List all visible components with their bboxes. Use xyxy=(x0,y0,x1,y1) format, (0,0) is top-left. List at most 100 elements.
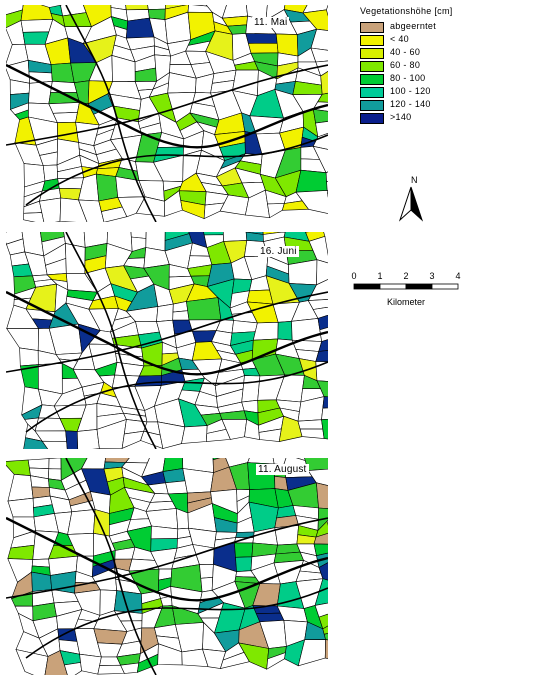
map-panel-juni: 16. Juni xyxy=(6,232,328,449)
parcel xyxy=(93,509,110,537)
legend-label: abgeerntet xyxy=(390,21,437,31)
parcel xyxy=(28,80,53,105)
parcel xyxy=(315,60,328,77)
parcel xyxy=(241,375,261,403)
parcel xyxy=(317,92,328,103)
legend-item-60-80: 60 - 80 xyxy=(360,60,530,72)
parcel xyxy=(322,396,328,409)
legend-item-gt140: >140 xyxy=(360,112,530,124)
parcel xyxy=(20,18,54,33)
parcel xyxy=(326,181,328,192)
legend-title: Vegetationshöhe [cm] xyxy=(360,6,453,16)
parcel xyxy=(231,320,258,334)
parcel xyxy=(310,47,328,63)
parcel xyxy=(313,532,328,545)
parcel xyxy=(65,430,79,449)
parcel xyxy=(76,429,100,449)
parcel xyxy=(308,236,328,264)
parcel xyxy=(302,9,328,31)
parcel xyxy=(317,314,328,331)
legend-swatch xyxy=(360,74,384,85)
parcel xyxy=(325,171,328,182)
parcel xyxy=(315,350,328,363)
scale-tick-4: 4 xyxy=(455,271,460,281)
parcel xyxy=(316,380,328,398)
parcel xyxy=(321,407,328,421)
scale-tick-3: 3 xyxy=(429,271,434,281)
parcel xyxy=(52,111,78,124)
parcel xyxy=(97,664,125,675)
legend-label: 60 - 80 xyxy=(390,60,421,70)
scale-tick-2: 2 xyxy=(403,271,408,281)
road xyxy=(65,5,157,222)
parcel xyxy=(297,419,324,430)
parcel xyxy=(318,562,328,581)
scale-tick-1: 1 xyxy=(377,271,382,281)
panel-title-juni: 16. Juni xyxy=(258,246,299,257)
parcel xyxy=(307,468,328,486)
scale-bar-segments xyxy=(353,283,459,290)
parcel xyxy=(307,299,328,310)
road xyxy=(6,290,328,376)
scale-tick-0: 0 xyxy=(351,271,356,281)
parcel xyxy=(27,458,50,470)
road-layer xyxy=(6,5,328,222)
parcel xyxy=(277,320,293,341)
parcel xyxy=(319,327,328,342)
legend-label: < 40 xyxy=(390,34,409,44)
parcel xyxy=(59,197,88,222)
legend-item-lt40: < 40 xyxy=(360,34,530,46)
legend-item-80-100: 80 - 100 xyxy=(360,73,530,85)
parcel xyxy=(199,563,214,579)
road xyxy=(6,516,328,602)
legend-label: 80 - 100 xyxy=(390,73,426,83)
parcel xyxy=(23,437,49,449)
north-arrow: N xyxy=(394,174,434,226)
parcel xyxy=(48,458,62,470)
parcel xyxy=(324,639,328,659)
parcel xyxy=(48,102,80,114)
legend-swatch xyxy=(360,100,384,111)
map-panel-mai: 11. Mai xyxy=(6,5,328,222)
legend-swatch xyxy=(360,113,384,124)
parcel xyxy=(15,649,49,675)
parcel xyxy=(156,303,174,323)
parcel xyxy=(19,347,39,367)
parcel xyxy=(313,543,328,557)
parcel xyxy=(304,458,328,471)
map-svg-august xyxy=(6,458,328,675)
legend-swatch xyxy=(360,48,384,59)
legend-item-120-140: 120 - 140 xyxy=(360,99,530,111)
parcel xyxy=(314,578,328,606)
legend-label: 40 - 60 xyxy=(390,47,421,57)
legend: Vegetationshöhe [cm] abgeerntet < 40 40 … xyxy=(356,4,538,134)
parcel xyxy=(248,42,279,54)
parcel xyxy=(252,321,279,341)
parcel xyxy=(321,418,328,440)
legend-swatch xyxy=(360,22,384,33)
parcel xyxy=(245,33,278,44)
parcel xyxy=(235,556,253,573)
parcel xyxy=(315,520,328,538)
legend-swatch xyxy=(360,35,384,46)
parcel xyxy=(318,339,328,352)
road xyxy=(25,587,328,659)
road xyxy=(6,291,328,373)
parcel xyxy=(316,482,328,509)
parcel xyxy=(41,440,68,449)
legend-label: >140 xyxy=(390,112,412,122)
legend-swatch xyxy=(360,61,384,72)
parcel-layer xyxy=(6,232,328,449)
parcel xyxy=(93,628,128,645)
parcel xyxy=(65,243,86,274)
map-svg-juni xyxy=(6,232,328,449)
parcel xyxy=(48,468,62,481)
north-label: N xyxy=(411,175,418,185)
parcel xyxy=(37,363,63,395)
parcel xyxy=(200,576,214,593)
north-arrow-icon: N xyxy=(398,175,424,222)
parcel-layer xyxy=(6,458,328,675)
scale-unit: Kilometer xyxy=(387,297,425,307)
parcel xyxy=(316,259,328,286)
road xyxy=(6,517,328,599)
